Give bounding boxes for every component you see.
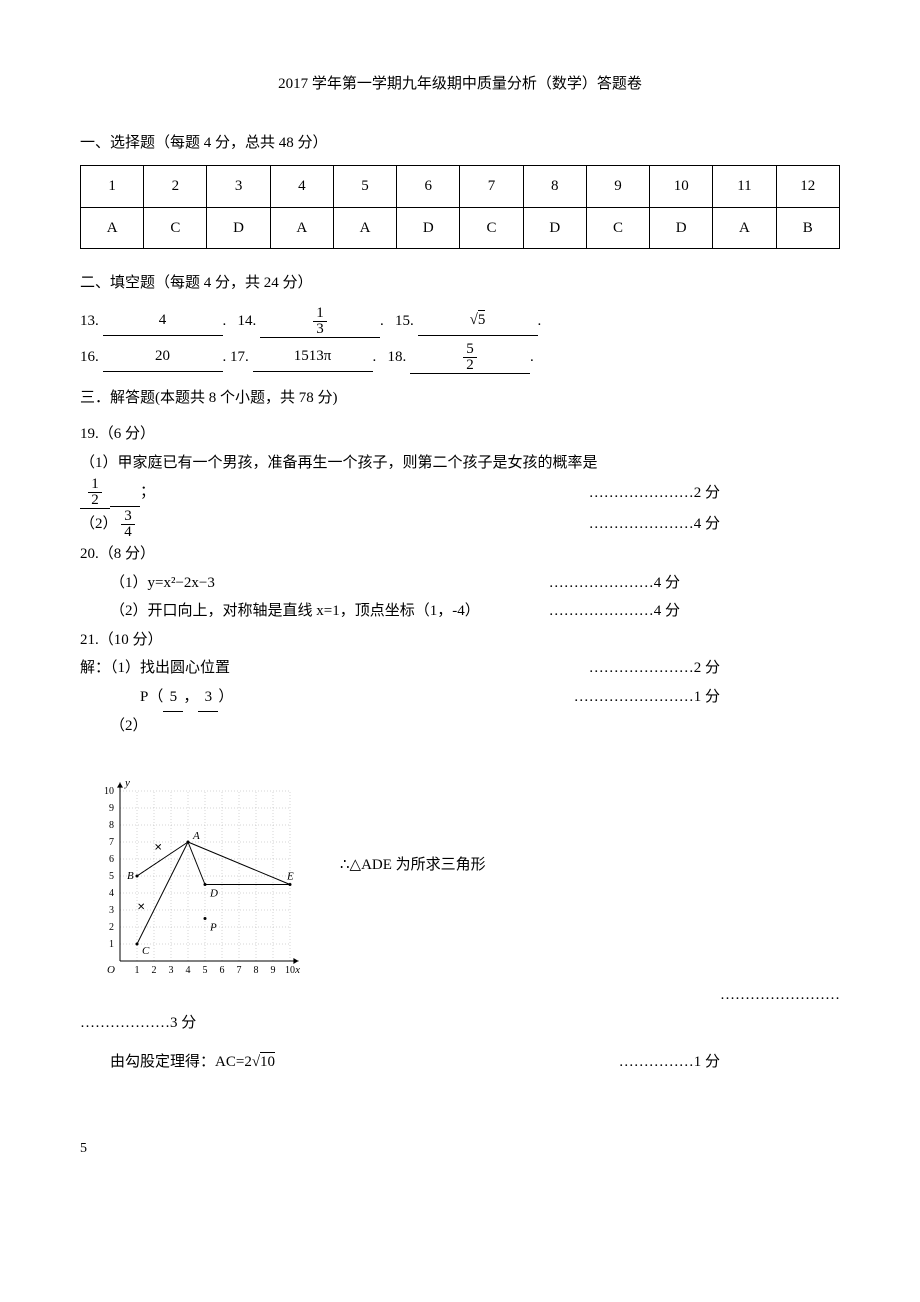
table-header-cell: 12 [776, 166, 839, 208]
svg-text:3: 3 [109, 905, 114, 916]
svg-text:2: 2 [109, 922, 114, 933]
table-header-cell: 8 [523, 166, 586, 208]
q21-3fen: ………………3 分 [80, 1009, 840, 1038]
q14-value: 13 [260, 306, 380, 338]
svg-text:x: x [294, 964, 300, 976]
svg-text:4: 4 [109, 888, 114, 899]
svg-text:3: 3 [169, 965, 174, 976]
q18-label: 18. [388, 348, 407, 364]
svg-text:4: 4 [186, 965, 191, 976]
table-header-cell: 3 [207, 166, 270, 208]
q20-2-text: （2）开口向上，对称轴是直线 x=1，顶点坐标（1，-4） [80, 597, 549, 626]
q19-2-answer: （2） 34 [80, 509, 589, 540]
q20-1-score: …………………4 分 [549, 569, 840, 598]
q21-label: 21.（10 分） [80, 626, 840, 655]
table-answer-cell: C [586, 207, 649, 249]
svg-text:9: 9 [271, 965, 276, 976]
svg-text:6: 6 [220, 965, 225, 976]
q17-value: 1513π [253, 342, 373, 372]
svg-text:B: B [127, 870, 134, 882]
coordinate-chart: 1 1 2 2 3 3 4 4 5 5 6 6 7 7 8 8 9 9 10 10 Oy x ✕ ✕ A B C D E P [80, 751, 310, 981]
table-header-cell: 11 [713, 166, 776, 208]
table-header-cell: 9 [586, 166, 649, 208]
svg-text:8: 8 [109, 820, 114, 831]
table-answer-cell: C [144, 207, 207, 249]
svg-text:5: 5 [109, 871, 114, 882]
q19-1-score: …………………2 分 [589, 479, 840, 508]
table-answer-cell: A [333, 207, 396, 249]
q15-value: √5 [418, 306, 538, 336]
table-header-cell: 7 [460, 166, 523, 208]
q19-1-answer: 12 ； [80, 477, 589, 509]
table-answer-cell: A [713, 207, 776, 249]
q21-ac-score: ……………1 分 [619, 1048, 840, 1077]
table-header-cell: 4 [270, 166, 333, 208]
q20-label: 20.（8 分） [80, 540, 840, 569]
table-header-cell: 2 [144, 166, 207, 208]
svg-text:1: 1 [135, 965, 140, 976]
svg-text:2: 2 [152, 965, 157, 976]
svg-text:1: 1 [109, 939, 114, 950]
svg-text:10: 10 [285, 965, 295, 976]
table-answer-cell: A [81, 207, 144, 249]
section1-header: 一、选择题（每题 4 分，总共 48 分） [80, 129, 840, 158]
svg-text:C: C [142, 945, 150, 957]
q19-label: 19.（6 分） [80, 420, 840, 449]
svg-text:10: 10 [104, 786, 114, 797]
q17-label: 17. [230, 348, 249, 364]
q19-2-score: …………………4 分 [589, 510, 840, 539]
svg-text:7: 7 [109, 837, 114, 848]
svg-text:A: A [192, 830, 200, 842]
q16-value: 20 [103, 342, 223, 372]
document-title: 2017 学年第一学期九年级期中质量分析（数学）答题卷 [80, 70, 840, 99]
table-header-cell: 10 [650, 166, 713, 208]
q21-ac: 由勾股定理得：AC=2√10 [80, 1048, 619, 1077]
table-header-cell: 6 [397, 166, 460, 208]
svg-text:8: 8 [254, 965, 259, 976]
fill-row-2: 16. 20. 17. 1513π. 18. 52 . [80, 342, 840, 374]
svg-text:6: 6 [109, 854, 114, 865]
q21-triangle-text: ∴△ADE 为所求三角形 [340, 851, 486, 880]
q16-label: 16. [80, 348, 99, 364]
answer-table: 123456789101112 ACDAADCDCDAB [80, 165, 840, 249]
q20-1-text: （1）y=x²−2x−3 [80, 569, 549, 598]
svg-text:9: 9 [109, 803, 114, 814]
q13-label: 13. [80, 312, 99, 328]
q21-P-score: ……………………1 分 [574, 683, 840, 712]
svg-text:7: 7 [237, 965, 242, 976]
table-answer-cell: B [776, 207, 839, 249]
q15-label: 15. [395, 312, 414, 328]
table-answer-cell: D [523, 207, 586, 249]
section2-header: 二、填空题（每题 4 分，共 24 分） [80, 269, 840, 298]
table-answer-cell: D [207, 207, 270, 249]
table-header-cell: 1 [81, 166, 144, 208]
q20-2-score: …………………4 分 [549, 597, 840, 626]
q18-value: 52 [410, 342, 530, 374]
fill-row-1: 13. 4. 14. 13 . 15. √5 . [80, 306, 840, 338]
svg-text:y: y [124, 776, 130, 788]
page-number: 5 [80, 1136, 840, 1163]
table-answer-cell: A [270, 207, 333, 249]
svg-text:D: D [209, 887, 218, 899]
q21-P: P（5，3） [80, 683, 574, 713]
section3-header: 三．解答题(本题共 8 个小题，共 78 分) [80, 384, 840, 413]
q19-1-text: （1）甲家庭已有一个男孩，准备再生一个孩子，则第二个孩子是女孩的概率是 [80, 449, 840, 478]
q21-2-label: （2） [80, 712, 840, 741]
q13-value: 4 [103, 306, 223, 336]
q21-1-text: 解：（1）找出圆心位置 [80, 654, 589, 683]
svg-text:✕: ✕ [154, 842, 162, 853]
svg-text:5: 5 [203, 965, 208, 976]
table-header-cell: 5 [333, 166, 396, 208]
q14-label: 14. [238, 312, 257, 328]
table-answer-cell: D [650, 207, 713, 249]
q21-1-score: …………………2 分 [589, 654, 840, 683]
table-answer-cell: C [460, 207, 523, 249]
table-answer-cell: D [397, 207, 460, 249]
svg-text:✕: ✕ [137, 902, 145, 913]
svg-text:P: P [209, 921, 217, 933]
svg-text:E: E [286, 870, 294, 882]
ellipsis: …………………… [80, 981, 840, 1010]
svg-text:O: O [107, 964, 115, 976]
